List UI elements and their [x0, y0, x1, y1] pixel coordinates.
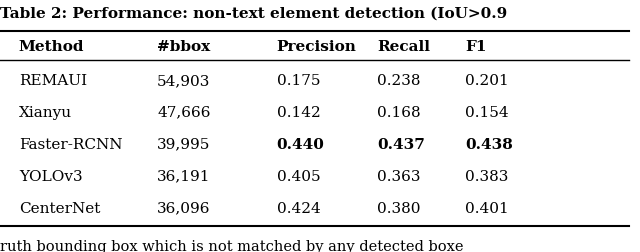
Text: Method: Method: [19, 40, 84, 54]
Text: 0.437: 0.437: [377, 138, 425, 152]
Text: 0.440: 0.440: [276, 138, 324, 152]
Text: 0.424: 0.424: [276, 202, 321, 215]
Text: 0.363: 0.363: [377, 170, 420, 184]
Text: 0.175: 0.175: [276, 74, 320, 88]
Text: 0.238: 0.238: [377, 74, 420, 88]
Text: Xianyu: Xianyu: [19, 106, 72, 120]
Text: 0.201: 0.201: [465, 74, 509, 88]
Text: 47,666: 47,666: [157, 106, 211, 120]
Text: 36,096: 36,096: [157, 202, 211, 215]
Text: 0.380: 0.380: [377, 202, 420, 215]
Text: Table 2: Performance: non-text element detection (IoU>0.9: Table 2: Performance: non-text element d…: [0, 6, 508, 20]
Text: 36,191: 36,191: [157, 170, 211, 184]
Text: 0.168: 0.168: [377, 106, 421, 120]
Text: 39,995: 39,995: [157, 138, 211, 152]
Text: Faster-RCNN: Faster-RCNN: [19, 138, 122, 152]
Text: YOLOv3: YOLOv3: [19, 170, 83, 184]
Text: 0.142: 0.142: [276, 106, 321, 120]
Text: 0.383: 0.383: [465, 170, 509, 184]
Text: Precision: Precision: [276, 40, 356, 54]
Text: CenterNet: CenterNet: [19, 202, 100, 215]
Text: 54,903: 54,903: [157, 74, 211, 88]
Text: 0.438: 0.438: [465, 138, 513, 152]
Text: REMAUI: REMAUI: [19, 74, 87, 88]
Text: F1: F1: [465, 40, 487, 54]
Text: 0.154: 0.154: [465, 106, 509, 120]
Text: ruth bounding box which is not matched by any detected boxe: ruth bounding box which is not matched b…: [0, 240, 463, 252]
Text: Recall: Recall: [377, 40, 430, 54]
Text: 0.401: 0.401: [465, 202, 509, 215]
Text: 0.405: 0.405: [276, 170, 320, 184]
Text: #bbox: #bbox: [157, 40, 211, 54]
